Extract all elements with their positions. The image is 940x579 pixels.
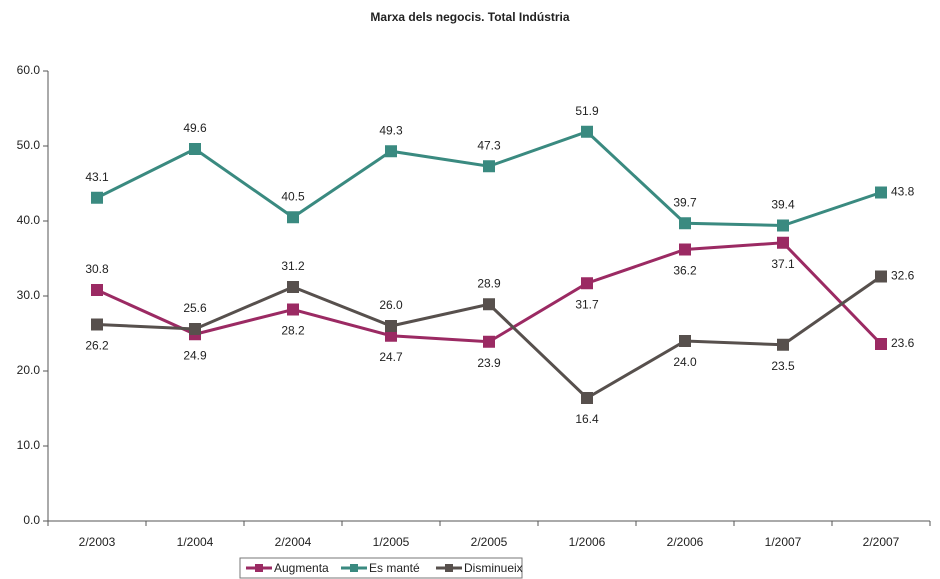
data-label: 49.6 xyxy=(183,121,207,135)
marker xyxy=(581,277,593,290)
x-tick-label: 1/2005 xyxy=(373,535,410,549)
data-label: 24.9 xyxy=(183,348,207,362)
data-label: 23.9 xyxy=(477,356,501,370)
data-label: 37.1 xyxy=(771,257,795,271)
data-label: 49.3 xyxy=(379,123,403,137)
y-tick-label: 60.0 xyxy=(17,63,41,77)
data-label: 16.4 xyxy=(575,412,599,426)
marker xyxy=(287,303,299,316)
x-tick-label: 2/2004 xyxy=(275,535,312,549)
y-tick-label: 10.0 xyxy=(17,438,41,452)
data-label: 25.6 xyxy=(183,301,207,315)
y-tick-label: 50.0 xyxy=(17,138,41,152)
marker xyxy=(777,236,789,249)
data-label: 39.7 xyxy=(673,195,697,209)
marker xyxy=(875,186,887,199)
data-label: 40.5 xyxy=(281,189,305,203)
marker xyxy=(483,335,495,348)
chart-title: Marxa dels negocis. Total Indústria xyxy=(370,10,569,24)
marker xyxy=(875,270,887,283)
marker xyxy=(189,323,201,335)
marker xyxy=(483,298,495,311)
data-label: 43.1 xyxy=(85,170,109,184)
legend-label: Disminueix xyxy=(464,561,523,575)
marker xyxy=(91,284,103,296)
x-tick-label: 2/2003 xyxy=(79,535,116,549)
marker xyxy=(385,145,397,158)
marker xyxy=(385,329,397,342)
marker xyxy=(875,338,887,350)
data-label: 24.7 xyxy=(379,350,403,364)
series-line xyxy=(96,241,883,346)
legend-marker xyxy=(255,564,263,572)
marker xyxy=(581,392,593,404)
marker xyxy=(581,125,593,138)
x-tick-label: 1/2004 xyxy=(177,535,214,549)
legend-label: Augmenta xyxy=(274,561,329,575)
data-label: 24.0 xyxy=(673,355,697,369)
legend-marker xyxy=(445,564,453,572)
data-label: 30.8 xyxy=(85,262,109,276)
marker xyxy=(777,338,789,351)
x-tick-label: 2/2005 xyxy=(471,535,508,549)
marker xyxy=(287,211,299,224)
marker xyxy=(91,318,103,331)
marker xyxy=(385,320,397,332)
marker xyxy=(287,281,299,293)
marker xyxy=(679,243,691,256)
legend-box xyxy=(239,557,523,579)
x-tick-label: 1/2006 xyxy=(569,535,606,549)
data-label: 26.0 xyxy=(379,298,403,312)
data-label: 32.6 xyxy=(891,269,915,283)
marker xyxy=(483,160,495,173)
legend-label: Es manté xyxy=(369,561,420,575)
marker xyxy=(679,335,691,347)
y-tick-label: 0.0 xyxy=(23,513,40,527)
data-label: 31.7 xyxy=(575,297,599,311)
marker xyxy=(777,219,789,232)
data-label: 51.9 xyxy=(575,104,599,118)
marker xyxy=(679,217,691,230)
data-label: 28.2 xyxy=(281,324,305,338)
y-tick-label: 30.0 xyxy=(17,288,41,302)
data-label: 47.3 xyxy=(477,138,501,152)
data-label: 28.9 xyxy=(477,276,501,290)
data-label: 43.8 xyxy=(891,185,915,199)
marker xyxy=(91,191,103,204)
data-label: 39.4 xyxy=(771,198,795,212)
data-label: 36.2 xyxy=(673,264,697,278)
y-tick-label: 40.0 xyxy=(17,213,41,227)
data-label: 26.2 xyxy=(85,339,109,353)
marker xyxy=(189,143,201,155)
x-tick-label: 2/2007 xyxy=(863,535,900,549)
data-label: 31.2 xyxy=(281,259,305,273)
legend-marker xyxy=(350,564,358,572)
legend: Augmenta Es manté Disminueix xyxy=(239,557,523,579)
x-tick-label: 1/2007 xyxy=(765,535,802,549)
data-label: 23.5 xyxy=(771,359,795,373)
y-tick-label: 20.0 xyxy=(17,363,41,377)
x-tick-label: 2/2006 xyxy=(667,535,704,549)
data-label: 23.6 xyxy=(891,336,915,350)
